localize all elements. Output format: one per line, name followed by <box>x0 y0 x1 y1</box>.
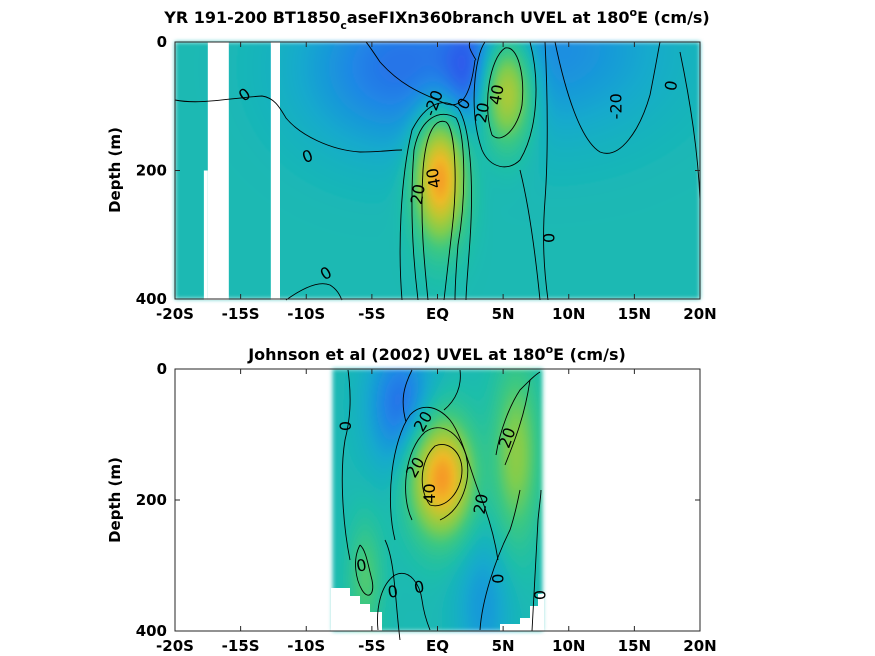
panel-obs-x-ticks: -20S -15S -10S -5S EQ 5N 10N 15N 20N <box>156 369 717 655</box>
x-tick-label: 15N <box>618 637 651 655</box>
contour-label: 20 <box>407 183 429 206</box>
x-tick-label: 10N <box>552 305 585 323</box>
x-tick-label: 5N <box>492 305 515 323</box>
contour-label: 20 <box>471 101 493 124</box>
panel-model: YR 191-200 BT1850caseFIXn360branch UVEL … <box>106 6 717 323</box>
y-tick-label: 0 <box>157 33 167 51</box>
contour-label: 0 <box>355 555 368 575</box>
x-tick-label: -15S <box>222 637 260 655</box>
x-tick-label: EQ <box>426 637 449 655</box>
panel-obs-title: Johnson et al (2002) UVEL at 180oE (cm/s… <box>247 343 626 364</box>
x-tick-label: -10S <box>287 305 325 323</box>
y-tick-label: 200 <box>136 491 167 509</box>
contour-label: 0 <box>530 590 549 600</box>
contour-label: 0 <box>386 581 399 601</box>
contour-label: 40 <box>422 167 444 190</box>
panel-model-x-ticks: -20S -15S -10S -5S EQ 5N 10N 15N 20N <box>156 42 717 323</box>
contour-label: 40 <box>420 483 439 503</box>
missing-data-bands <box>203 42 280 300</box>
panel-model-ylabel: Depth (m) <box>106 127 124 213</box>
contour-label: 0 <box>488 574 507 584</box>
panel-model-contours <box>174 41 701 301</box>
panel-obs-heatmap <box>331 369 544 631</box>
x-tick-label: 10N <box>552 637 585 655</box>
panel-obs-contours <box>341 369 542 641</box>
x-tick-label: -5S <box>358 637 385 655</box>
x-tick-label: 20N <box>683 637 716 655</box>
x-tick-label: EQ <box>426 305 449 323</box>
panel-obs: Johnson et al (2002) UVEL at 180oE (cm/s… <box>106 343 717 655</box>
heatmap-field <box>175 42 700 299</box>
contour-label: 0 <box>540 233 559 243</box>
contour-label: 40 <box>485 83 507 106</box>
panel-model-heatmap <box>175 42 700 300</box>
x-tick-label: -5S <box>358 305 385 323</box>
contour-label: -20 <box>607 93 626 119</box>
contour-label: 0 <box>661 79 681 92</box>
missing-data-band <box>207 42 229 300</box>
bottom-mask <box>500 594 544 631</box>
bottom-mask <box>331 588 382 631</box>
contour-label: 0 <box>336 421 355 431</box>
x-tick-label: 5N <box>492 637 515 655</box>
panel-model-title: YR 191-200 BT1850caseFIXn360branch UVEL … <box>163 6 710 32</box>
x-tick-label: -20S <box>156 305 194 323</box>
missing-data-band <box>270 42 280 300</box>
panel-obs-ylabel: Depth (m) <box>106 457 124 543</box>
y-tick-label: 200 <box>136 162 167 180</box>
heatmap-field <box>332 369 543 631</box>
x-tick-label: -20S <box>156 637 194 655</box>
x-tick-label: 15N <box>618 305 651 323</box>
x-tick-label: -10S <box>287 637 325 655</box>
y-tick-label: 400 <box>136 290 167 308</box>
x-tick-label: -15S <box>222 305 260 323</box>
contour-label: 0 <box>412 577 425 597</box>
x-tick-label: 20N <box>683 305 716 323</box>
contour-label: 20 <box>470 492 492 515</box>
missing-data-band <box>203 170 208 300</box>
y-tick-label: 400 <box>136 622 167 640</box>
y-tick-label: 0 <box>157 360 167 378</box>
